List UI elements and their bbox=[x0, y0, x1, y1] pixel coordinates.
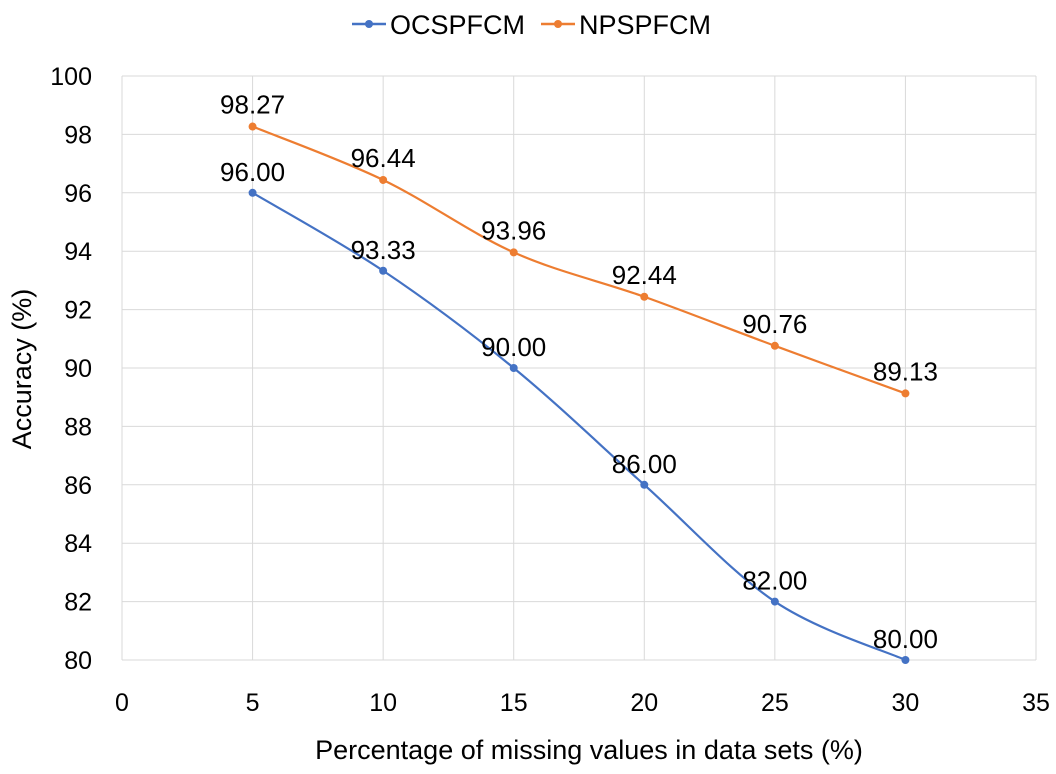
x-tick-label-5: 5 bbox=[246, 689, 260, 717]
y-tick-label-92: 92 bbox=[64, 297, 92, 325]
point-ocspfcm-15 bbox=[509, 364, 518, 372]
series-line-npspfcm bbox=[252, 125, 906, 395]
data-label-ocspfcm-25: 82.00 bbox=[742, 566, 807, 596]
x-tick-label-0: 0 bbox=[115, 689, 129, 717]
x-tick-label-10: 10 bbox=[369, 689, 397, 717]
data-label-ocspfcm-10: 93.33 bbox=[351, 235, 416, 265]
y-tick-label-86: 86 bbox=[64, 472, 92, 500]
y-tick-label-100: 100 bbox=[50, 63, 92, 91]
point-npspfcm-15 bbox=[509, 248, 518, 257]
data-label-npspfcm-25: 90.76 bbox=[742, 309, 807, 339]
x-tick-label-20: 20 bbox=[630, 689, 658, 717]
point-npspfcm-25 bbox=[770, 341, 779, 350]
legend: OCSPFCM NPSPFCM bbox=[352, 10, 711, 40]
data-label-ocspfcm-20: 86.00 bbox=[612, 449, 677, 479]
point-ocspfcm-5 bbox=[248, 188, 257, 197]
point-npspfcm-10 bbox=[379, 175, 388, 184]
x-axis-title: Percentage of missing values in data set… bbox=[315, 735, 863, 765]
y-tick-label-94: 94 bbox=[64, 238, 92, 266]
x-tick-label-30: 30 bbox=[892, 689, 920, 717]
data-label-npspfcm-5: 98.27 bbox=[220, 90, 285, 120]
x-tick-label-25: 25 bbox=[761, 689, 789, 717]
y-tick-label-80: 80 bbox=[64, 647, 92, 675]
legend-label-npspfcm: NPSPFCM bbox=[579, 10, 711, 40]
point-ocspfcm-25 bbox=[770, 597, 779, 606]
y-tick-label-98: 98 bbox=[64, 121, 92, 149]
series-line-ocspfcm bbox=[252, 191, 906, 662]
data-label-npspfcm-10: 96.44 bbox=[351, 143, 416, 173]
point-ocspfcm-20 bbox=[640, 480, 649, 489]
point-npspfcm-20 bbox=[640, 292, 649, 301]
y-tick-label-82: 82 bbox=[64, 589, 92, 617]
data-label-npspfcm-15: 93.96 bbox=[481, 215, 546, 245]
legend-label-ocspfcm: OCSPFCM bbox=[390, 10, 525, 40]
point-ocspfcm-10 bbox=[379, 266, 388, 275]
data-label-ocspfcm-30: 80.00 bbox=[873, 624, 938, 654]
point-npspfcm-30 bbox=[901, 389, 910, 398]
data-labels: 96.00 93.33 90.00 86.00 82.00 80.00 98.27 96.44… bbox=[220, 90, 938, 654]
data-label-npspfcm-20: 92.44 bbox=[612, 260, 677, 290]
data-label-ocspfcm-15: 90.00 bbox=[481, 332, 546, 362]
data-label-npspfcm-30: 89.13 bbox=[873, 356, 938, 386]
y-tick-label-90: 90 bbox=[64, 355, 92, 383]
series-group bbox=[248, 122, 910, 664]
y-tick-label-84: 84 bbox=[64, 530, 92, 558]
y-tick-label-96: 96 bbox=[64, 180, 92, 208]
legend-marker-npspfcm bbox=[554, 20, 562, 28]
y-axis-title: Accuracy (%) bbox=[7, 289, 37, 450]
data-label-ocspfcm-5: 96.00 bbox=[220, 157, 285, 187]
point-ocspfcm-30 bbox=[901, 656, 910, 664]
x-tick-label-15: 15 bbox=[500, 689, 528, 717]
axes: 0 5 10 15 20 25 30 35 80 82 84 86 88 90 92 94 96 98 100 bbox=[50, 63, 1050, 717]
y-tick-label-88: 88 bbox=[64, 413, 92, 441]
x-tick-label-35: 35 bbox=[1022, 689, 1050, 717]
legend-marker-ocspfcm bbox=[365, 20, 373, 28]
point-npspfcm-5 bbox=[248, 122, 257, 131]
